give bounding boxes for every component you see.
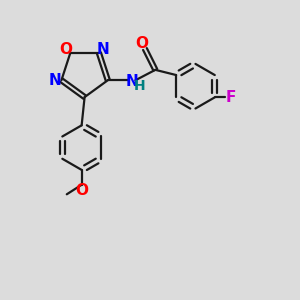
Text: O: O bbox=[75, 183, 88, 198]
Text: F: F bbox=[226, 90, 236, 105]
Text: N: N bbox=[97, 42, 110, 57]
Text: N: N bbox=[125, 74, 138, 89]
Text: O: O bbox=[59, 42, 72, 57]
Text: O: O bbox=[136, 36, 148, 51]
Text: H: H bbox=[134, 79, 146, 93]
Text: N: N bbox=[49, 73, 61, 88]
